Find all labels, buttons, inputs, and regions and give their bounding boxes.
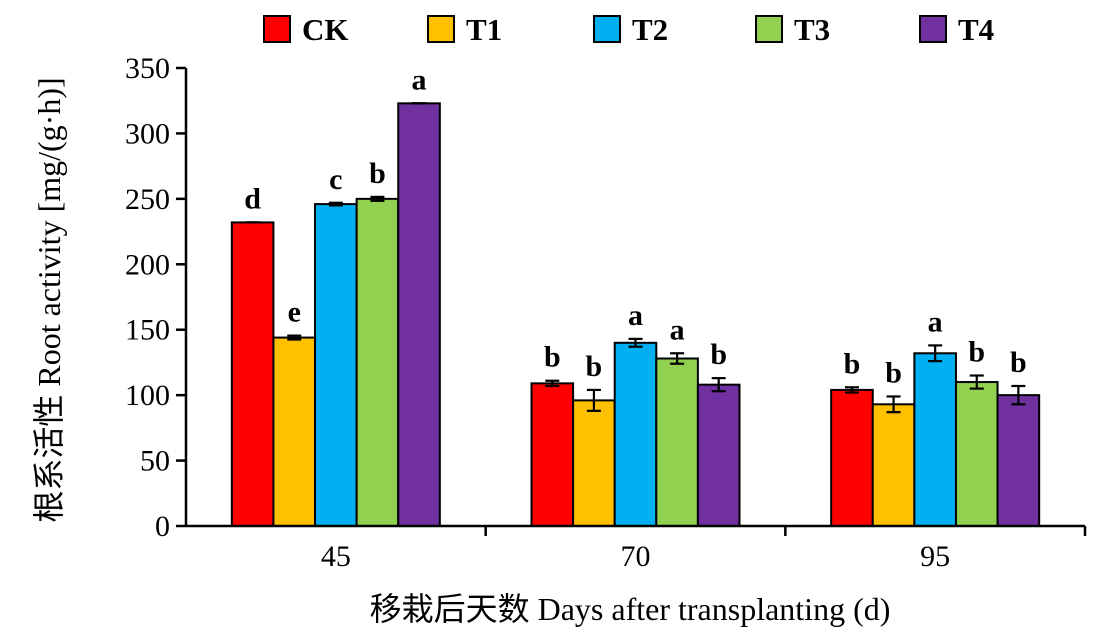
bar-ck-45 xyxy=(230,221,275,527)
sig-letter-t3-45: b xyxy=(369,157,386,190)
y-tick-label: 250 xyxy=(125,183,170,216)
error-bar-t4-70 xyxy=(711,377,726,393)
error-bar-t2-95 xyxy=(928,344,943,363)
sig-letter-t4-45: a xyxy=(412,63,427,96)
bar-t2-70 xyxy=(613,341,658,527)
legend-label-ck: CK xyxy=(302,12,349,47)
bar-ck-95 xyxy=(830,388,874,527)
legend-item-t2: T2 xyxy=(593,12,668,47)
legend: CK T1 T2 T3 T4 xyxy=(263,12,994,47)
x-tick-label-45: 45 xyxy=(321,540,351,573)
bar-t3-45 xyxy=(355,197,400,527)
y-axis-title-cn: 根系活性 xyxy=(31,395,67,523)
legend-swatch-ck xyxy=(263,15,291,43)
error-bar-t2-70 xyxy=(628,337,643,348)
x-ticks: 45 70 95 xyxy=(321,526,1087,573)
y-tick-label: 50 xyxy=(140,445,170,478)
error-bar-t1-95 xyxy=(886,395,901,414)
y-tick-label: 200 xyxy=(125,248,170,281)
y-tick-label: 300 xyxy=(125,117,170,150)
error-bar-t3-70 xyxy=(670,352,685,365)
bar-t1-70 xyxy=(572,399,616,527)
legend-item-t3: T3 xyxy=(755,12,830,47)
error-bar-t2-45 xyxy=(328,201,343,207)
error-bar-t4-95 xyxy=(1011,384,1026,406)
error-bar-t3-95 xyxy=(969,374,984,390)
bar-t1-45 xyxy=(272,336,317,527)
legend-label-t3: T3 xyxy=(794,12,830,47)
y-axis-title: 根系活性 Root activity [mg/(g·h)] xyxy=(31,77,67,522)
sig-letter-t2-70: a xyxy=(628,299,643,332)
sig-letter-t1-70: b xyxy=(586,350,603,383)
sig-letter-t2-95: a xyxy=(928,305,943,338)
bar-t4-70 xyxy=(696,383,741,527)
bars xyxy=(230,102,1041,528)
bar-t3-70 xyxy=(655,357,699,528)
legend-swatch-t1 xyxy=(427,15,455,43)
sig-letter-t3-70: a xyxy=(670,313,685,346)
y-tick-label: 150 xyxy=(125,314,170,347)
axes xyxy=(184,68,1085,528)
sig-letter-t1-95: b xyxy=(885,356,902,389)
error-bar-t1-70 xyxy=(586,388,601,412)
legend-swatch-t4 xyxy=(919,15,947,43)
x-tick-label-70: 70 xyxy=(621,540,651,573)
legend-label-t4: T4 xyxy=(958,12,994,47)
y-tick-label: 100 xyxy=(125,379,170,412)
error-bar-t3-45 xyxy=(370,195,385,202)
y-tick-label: 0 xyxy=(155,510,170,543)
y-axis-title-en: Root activity [mg/(g·h)] xyxy=(31,77,67,386)
sig-letter-t3-95: b xyxy=(968,336,985,369)
x-tick-label-95: 95 xyxy=(920,540,950,573)
bar-t2-95 xyxy=(913,352,957,528)
bar-t4-95 xyxy=(996,394,1041,527)
bar-t1-95 xyxy=(871,403,916,527)
sig-letter-t2-45: c xyxy=(329,163,342,196)
bar-t3-95 xyxy=(954,381,999,527)
error-bar-ck-70 xyxy=(545,379,560,388)
sig-letter-t4-95: b xyxy=(1010,346,1027,379)
y-tick-label: 350 xyxy=(125,52,170,85)
bar-t2-45 xyxy=(314,203,358,527)
bar-ck-70 xyxy=(530,382,575,528)
legend-item-t4: T4 xyxy=(919,12,994,47)
sig-letter-ck-95: b xyxy=(844,347,861,380)
bar-t4-45 xyxy=(397,102,441,528)
legend-label-t1: T1 xyxy=(466,12,502,47)
legend-item-ck: CK xyxy=(263,12,349,47)
error-bar-t1-45 xyxy=(287,334,302,341)
sig-letter-ck-45: d xyxy=(244,182,261,215)
sig-letter-t4-70: b xyxy=(710,338,727,371)
error-bars xyxy=(245,102,1026,414)
x-axis-title: 移栽后天数 Days after transplanting (d) xyxy=(370,591,891,627)
legend-item-t1: T1 xyxy=(427,12,502,47)
error-bar-ck-95 xyxy=(844,386,859,394)
y-ticks: 0 50 100 150 200 250 300 350 xyxy=(125,52,186,543)
sig-letter-t1-45: e xyxy=(288,296,301,329)
legend-swatch-t2 xyxy=(593,15,621,43)
legend-swatch-t3 xyxy=(755,15,783,43)
legend-label-t2: T2 xyxy=(632,12,668,47)
sig-letter-ck-70: b xyxy=(544,341,561,374)
